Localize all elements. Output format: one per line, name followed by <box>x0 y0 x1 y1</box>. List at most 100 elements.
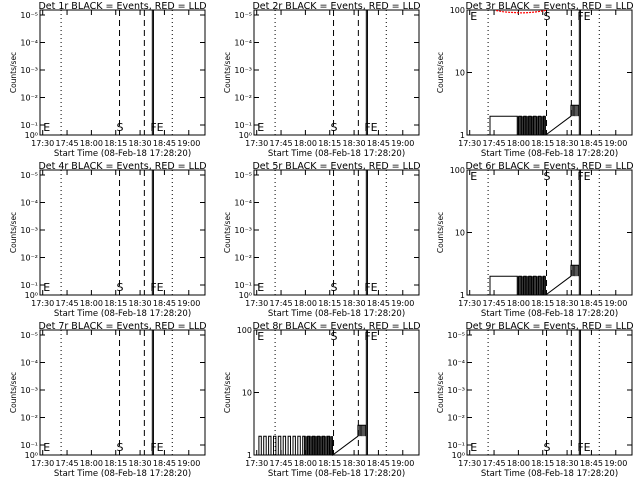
y-tick-label: 1 <box>460 131 465 140</box>
y-axis-label: Counts/sec <box>223 212 232 253</box>
x-tick-label: 18:45 <box>580 139 603 148</box>
y-axis-label: Counts/sec <box>436 372 445 413</box>
y-tick-label: 10⁰ <box>25 131 38 140</box>
detector-panel: Det 8r BLACK = Events, RED = LLD Counts/s… <box>223 321 421 479</box>
x-tick-label: 18:30 <box>556 299 579 308</box>
y-tick-label: 10⁻³ <box>234 226 252 235</box>
y-tick-label: 10⁻² <box>447 414 465 423</box>
x-tick-label: 18:45 <box>580 299 603 308</box>
x-tick-label: 18:00 <box>294 459 317 468</box>
panel-title: Det 8r BLACK = Events, RED = LLD <box>252 321 420 332</box>
panel-title: Det 7r BLACK = Events, RED = LLD <box>38 321 206 332</box>
y-tick-label: 1 <box>460 291 465 300</box>
detector-panel: Det 7r BLACK = Events, RED = LLD Counts/s… <box>9 321 207 479</box>
x-tick-label: 17:30 <box>245 459 268 468</box>
detector-panel: Det 4r BLACK = Events, RED = LLD Counts/s… <box>9 161 207 319</box>
x-tick-label: 17:30 <box>245 299 268 308</box>
y-tick-label: 10⁻¹ <box>20 441 38 450</box>
x-tick-label: 18:00 <box>294 299 317 308</box>
x-tick-label: 17:45 <box>483 139 506 148</box>
marker-label: E <box>43 281 50 294</box>
marker-label: S <box>331 330 338 343</box>
marker-label: S <box>544 10 551 23</box>
y-axis-label: Counts/sec <box>436 52 445 93</box>
x-tick-label: 17:45 <box>56 299 79 308</box>
y-tick-label: 10⁻¹ <box>234 281 252 290</box>
x-axis-label: Start Time (08-Feb-18 17:28:20) <box>481 309 618 319</box>
y-tick-label: 10⁻³ <box>234 66 252 75</box>
x-tick-label: 17:45 <box>56 459 79 468</box>
x-tick-label: 18:30 <box>556 459 579 468</box>
y-tick-label: 100 <box>450 6 465 15</box>
x-tick-label: 19:00 <box>604 139 627 148</box>
y-axis-label: Counts/sec <box>9 372 18 413</box>
x-tick-label: 17:45 <box>483 299 506 308</box>
marker-label: S <box>117 121 124 134</box>
marker-label: S <box>117 281 124 294</box>
marker-label: S <box>544 170 551 183</box>
y-axis-label: Counts/sec <box>223 52 232 93</box>
marker-label: FE <box>577 170 590 183</box>
detector-panel: Det 5r BLACK = Events, RED = LLD Counts/s… <box>223 161 421 319</box>
x-tick-label: 18:15 <box>104 459 127 468</box>
marker-label: E <box>470 441 477 454</box>
y-tick-label: 10⁻³ <box>20 226 38 235</box>
marker-label: S <box>331 121 338 134</box>
x-tick-label: 18:45 <box>153 139 176 148</box>
y-tick-label: 10⁻³ <box>447 386 465 395</box>
plot-frame <box>253 169 420 296</box>
x-tick-label: 19:00 <box>604 299 627 308</box>
marker-label: FE <box>150 281 163 294</box>
x-tick-label: 18:00 <box>80 459 103 468</box>
panel-title: Det 9r BLACK = Events, RED = LLD <box>465 321 633 332</box>
detector-panel: Det 1r BLACK = Events, RED = LLD Counts/s… <box>9 1 207 159</box>
x-tick-label: 18:30 <box>556 139 579 148</box>
y-tick-label: 10⁻⁴ <box>20 359 38 368</box>
plot-frame <box>466 329 633 456</box>
detector-panel: Det 2r BLACK = Events, RED = LLD Counts/s… <box>223 1 421 159</box>
x-tick-label: 17:30 <box>31 459 54 468</box>
marker-label: FE <box>577 10 590 23</box>
x-axis-label: Start Time (08-Feb-18 17:28:20) <box>481 149 618 159</box>
x-tick-label: 18:00 <box>80 139 103 148</box>
marker-label: E <box>257 281 264 294</box>
x-tick-label: 19:00 <box>177 139 200 148</box>
y-tick-label: 10⁻² <box>234 94 252 103</box>
x-tick-label: 17:30 <box>245 139 268 148</box>
y-tick-label: 10⁰ <box>452 451 465 460</box>
x-tick-label: 17:45 <box>270 139 293 148</box>
x-tick-label: 18:30 <box>129 299 152 308</box>
y-tick-label: 10⁻³ <box>20 386 38 395</box>
x-tick-label: 18:00 <box>507 299 530 308</box>
y-tick-label: 10⁻⁴ <box>447 359 465 368</box>
x-tick-label: 19:00 <box>391 299 414 308</box>
marker-label: S <box>331 281 338 294</box>
x-tick-label: 18:30 <box>343 459 366 468</box>
x-tick-label: 18:15 <box>531 139 554 148</box>
y-tick-label: 10⁻² <box>20 94 38 103</box>
x-tick-label: 18:30 <box>343 139 366 148</box>
y-tick-label: 10⁻¹ <box>20 281 38 290</box>
plot-frame <box>39 169 206 296</box>
x-axis-label: Start Time (08-Feb-18 17:28:20) <box>268 469 405 479</box>
panel-title: Det 6r BLACK = Events, RED = LLD <box>465 161 633 172</box>
x-tick-label: 19:00 <box>177 299 200 308</box>
x-tick-label: 18:00 <box>80 299 103 308</box>
y-axis-label: Counts/sec <box>9 212 18 253</box>
marker-label: S <box>544 441 551 454</box>
marker-label: FE <box>150 121 163 134</box>
y-tick-label: 10⁰ <box>25 451 38 460</box>
y-axis-label: Counts/sec <box>9 52 18 93</box>
panel-title: Det 3r BLACK = Events, RED = LLD <box>465 1 633 12</box>
panel-title: Det 4r BLACK = Events, RED = LLD <box>38 161 206 172</box>
x-axis-label: Start Time (08-Feb-18 17:28:20) <box>54 309 191 319</box>
marker-label: E <box>470 170 477 183</box>
y-tick-label: 10⁻⁴ <box>20 39 38 48</box>
panel-title: Det 1r BLACK = Events, RED = LLD <box>38 1 206 12</box>
detector-panel: Det 3r BLACK = Events, RED = LLD Counts/s… <box>436 1 634 159</box>
x-tick-label: 18:15 <box>318 459 341 468</box>
x-tick-label: 18:30 <box>343 299 366 308</box>
x-tick-label: 17:30 <box>458 459 481 468</box>
y-tick-label: 10⁻² <box>20 254 38 263</box>
x-tick-label: 17:45 <box>270 299 293 308</box>
